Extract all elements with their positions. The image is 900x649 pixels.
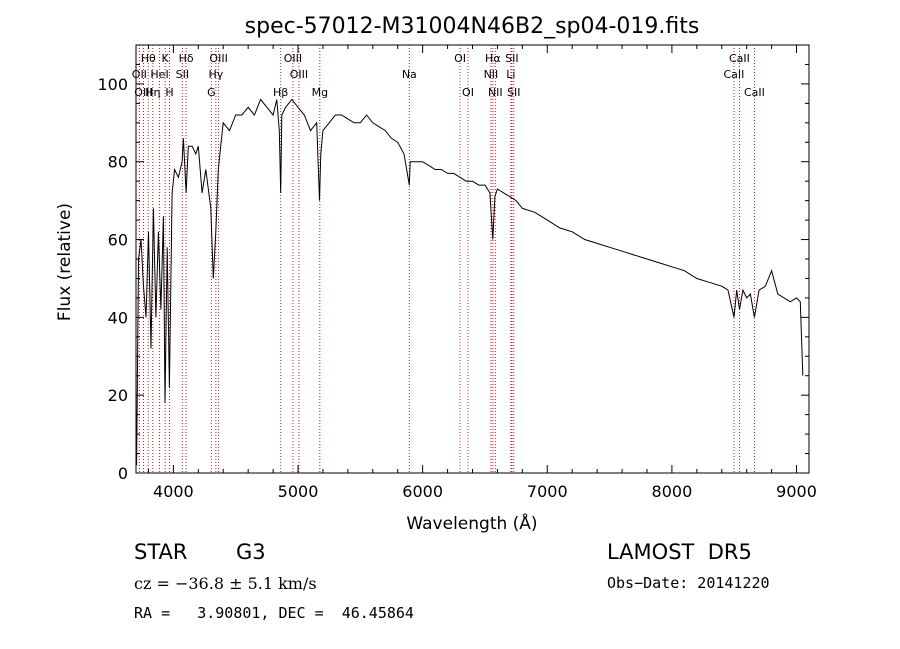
y-axis-label: Flux (relative): [55, 203, 75, 321]
spectral-line-markers: [138, 45, 755, 473]
y-tick-label-3: 60: [108, 231, 128, 250]
line-label-21: NII: [488, 86, 503, 99]
x-tick-label-0: 4000: [153, 482, 194, 501]
plot-frame: [135, 44, 810, 474]
spectrum-line: [136, 98, 804, 466]
survey-name: LAMOST DR5: [607, 540, 752, 564]
x-axis-label: Wavelength (Å): [406, 512, 537, 534]
y-tick-label-2: 40: [108, 308, 128, 327]
line-label-16: Na: [402, 68, 417, 81]
line-label-8: SII: [176, 68, 189, 81]
line-label-6: H: [165, 86, 173, 99]
y-tick-label-5: 100: [97, 75, 128, 94]
x-tick-label-2: 6000: [402, 482, 443, 501]
axes: 4000 5000 6000 7000 8000 9000 0 20 40 60 80 100: [97, 45, 817, 501]
line-label-3: Hη: [145, 86, 160, 99]
line-label-12: OIII: [284, 52, 302, 65]
line-label-18: OI: [462, 86, 474, 99]
line-label-22: SII: [505, 52, 518, 65]
y-tick-label-0: 0: [118, 464, 128, 483]
line-label-11: G: [207, 86, 216, 99]
line-label-17: OI: [454, 52, 466, 65]
line-label-25: CaII: [729, 52, 750, 65]
sky-coordinates: RA = 3.90801, DEC = 46.45864: [134, 604, 414, 622]
x-tick-label-1: 5000: [278, 482, 319, 501]
line-label-14: Hβ: [273, 86, 288, 99]
object-subclass: G3: [236, 540, 266, 564]
line-label-20: NII: [484, 68, 499, 81]
line-label-15: Mg: [312, 86, 328, 99]
line-label-2: OIII: [134, 86, 152, 99]
line-label-26: CaII: [724, 68, 745, 81]
line-label-7: Hδ: [179, 52, 194, 65]
redshift-velocity: cz = −36.8 ± 5.1 km/s: [134, 574, 317, 593]
x-tick-label-3: 7000: [527, 482, 568, 501]
line-label-1: OII: [132, 68, 147, 81]
y-tick-label-1: 20: [108, 386, 128, 405]
line-label-10: Hγ: [208, 68, 223, 81]
line-label-5: HeI: [150, 68, 168, 81]
observation-date: Obs−Date: 20141220: [607, 574, 770, 592]
x-tick-label-4: 8000: [652, 482, 693, 501]
y-tick-label-4: 80: [108, 153, 128, 172]
line-label-27: CaII: [744, 86, 765, 99]
line-label-0: Hθ: [141, 52, 156, 65]
line-label-13: OIII: [290, 68, 308, 81]
line-label-4: K: [162, 52, 170, 65]
line-label-24: SII: [507, 86, 520, 99]
line-label-23: Li: [506, 68, 515, 81]
line-label-19: Hα: [485, 52, 501, 65]
line-label-9: OIII: [209, 52, 227, 65]
object-class: STAR: [134, 540, 188, 564]
chart-title: spec-57012-M31004N46B2_sp04-019.fits: [245, 14, 700, 39]
x-tick-label-5: 9000: [776, 482, 817, 501]
